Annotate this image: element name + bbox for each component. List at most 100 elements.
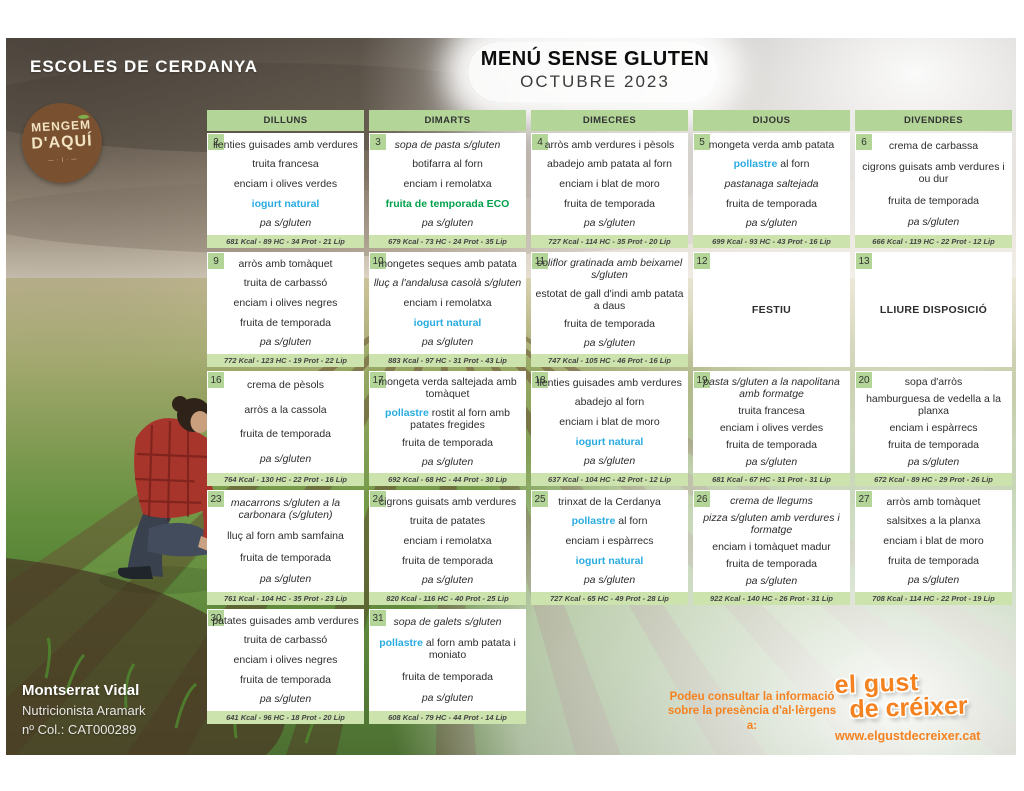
menu-item: patates guisades amb verdures [212,614,359,627]
menu-item: enciam i blat de moro [883,534,984,547]
menu-cell-day-5: 5 mongeta verda amb patata pollastre al fo… [693,133,850,248]
nutrition-bar: 672 Kcal - 89 HC - 29 Prot - 26 Lip [855,473,1012,486]
day-number: 30 [208,610,224,626]
menu-items: arròs amb verdures i pèsols abadejo amb p… [535,135,684,233]
menu-item: fruita de temporada [401,670,494,683]
calendar-grid: 2 llenties guisades amb verdures truita fr… [207,133,1012,724]
nutrition-bar: 692 Kcal - 68 HC - 44 Prot - 30 Lip [369,473,526,486]
nutrition-bar: 727 Kcal - 114 HC - 35 Prot - 20 Lip [531,235,688,248]
menu-item: fruita de temporada [239,551,332,564]
brand-block: el gust de créixer www.elgustdecreixer.c… [834,668,1015,743]
menu-cell-day-13: 13 LLIURE DISPOSICIÓ [855,252,1012,367]
menu-items: sopa d'arròs hamburguesa de vedella a la … [859,373,1008,471]
menu-item: iogurt natural [413,316,482,329]
nutritionist-name: Montserrat Vidal [22,682,140,699]
menu-item: pasta s/gluten a la napolitana amb forma… [703,375,840,400]
nutritionist-credits: Montserrat Vidal Nutricionista Aramark n… [22,682,146,737]
menu-item: enciam i tomàquet madur [712,541,831,553]
menu-cell-day-26: 26 crema de llegums pizza s/gluten amb ver… [693,490,850,605]
menu-items: llenties guisades amb verdures truita fra… [211,135,360,233]
day-number: 12 [694,253,710,269]
day-number: 20 [856,372,872,388]
menu-item: sopa de galets s/gluten [393,615,502,628]
menu-item: fruita de temporada [239,428,332,441]
menu-items: llenties guisades amb verdures abadejo al… [535,373,684,471]
menu-cell-day-30: 30 patates guisades amb verdures truita de… [207,609,364,724]
nutrition-bar: 608 Kcal - 79 HC - 44 Prot - 14 Lip [369,711,526,724]
menu-item: pa s/gluten [421,336,474,349]
menu-item: iogurt natural [251,197,320,210]
nutrition-bar: 883 Kcal - 97 HC - 31 Prot - 43 Lip [369,354,526,367]
nutrition-bar: 764 Kcal - 130 HC - 22 Prot - 16 Lip [207,473,364,486]
menu-item: fruita de temporada [725,439,818,452]
menu-item: fruita de temporada [887,194,980,207]
menu-items: macarrons s/gluten a la carbonara (s/glu… [211,492,360,590]
menu-cell-day-25: 25 trinxat de la Cerdanya pollastre al for… [531,490,688,605]
menu-item: abadejo al forn [574,396,645,409]
menu-cell-day-10: 10 mongetes seques amb patata lluç a l'and… [369,252,526,367]
menu-item: pizza s/gluten amb verdures i formatge [703,511,840,536]
menu-item: llenties guisades amb verdures [537,376,682,389]
menu-item: mongeta verda amb patata [708,138,835,151]
menu-cell-day-18: 18 llenties guisades amb verdures abadejo … [531,371,688,486]
brand-logo-line2: de créixer [848,691,969,724]
menu-item: cigrons guisats amb verdures [378,495,517,508]
title-panel [468,42,718,102]
nutrition-bar: 727 Kcal - 65 HC - 49 Prot - 28 Lip [531,592,688,605]
menu-cell-day-2: 2 llenties guisades amb verdures truita fr… [207,133,364,248]
menu-item: macarrons s/gluten a la carbonara (s/glu… [230,496,341,521]
menu-item: pa s/gluten [259,217,312,230]
menu-item: hamburguesa de vedella a la planxa [866,392,1001,417]
menu-item: pa s/gluten [421,574,474,587]
menu-item: pa s/gluten [583,455,636,468]
menu-item: sopa d'arròs [904,375,963,388]
menu-item: crema de llegums [730,494,813,507]
day-number: 25 [532,491,548,507]
menu-item: pa s/gluten [745,456,798,469]
menu-item: fruita de temporada [563,197,656,210]
day-number: 27 [856,491,872,507]
menu-cell-day-12: 12 FESTIU [693,252,850,367]
menu-items: mongeta verda saltejada amb tomàquet poll… [373,373,522,471]
menu-item: enciam i olives verdes [719,422,824,434]
day-number: 9 [208,253,224,269]
menu-item: fruita de temporada [887,439,980,452]
menu-item: trinxat de la Cerdanya [558,495,661,508]
menu-item: truita francesa [252,158,319,171]
weekday-header-divendres: DIVENDRES [855,110,1012,131]
nutrition-bar: 681 Kcal - 67 HC - 31 Prot - 31 Lip [693,473,850,486]
menu-item: fruita de temporada [563,318,656,331]
logo-line2: D'AQUÍ [30,132,94,153]
menu-item: coliflor gratinada amb beixamel s/gluten [536,257,683,282]
menu-items: arròs amb tomàquet truita de carbassó enci… [211,254,360,352]
menu-item: truita de carbassó [243,634,328,647]
menu-items: mongetes seques amb patata lluç a l'andal… [373,254,522,352]
menu-item: cigrons guisats amb verdures i ou dur [862,161,1005,186]
menu-items: mongeta verda amb patata pollastre al for… [697,135,846,233]
menu-items: arròs amb tomàquet salsitxes a la planxa e… [859,492,1008,590]
day-number: 4 [532,134,548,150]
menu-cell-day-16: 16 crema de pèsols arròs a la cassola fruit… [207,371,364,486]
school-title: ESCOLES DE CERDANYA [30,57,259,76]
menu-item: sopa de pasta s/gluten [394,138,501,151]
menu-items: crema de pèsols arròs a la cassola fruita … [211,373,360,471]
menu-item: arròs amb tomàquet [238,257,333,270]
menu-item: pa s/gluten [583,574,636,587]
menu-item: lluç a l'andalusa casolà s/gluten [373,277,522,290]
menu-item: enciam i olives verdes [233,177,338,190]
menu-item: fruita de temporada [239,316,332,329]
menu-item: pa s/gluten [259,573,312,586]
menu-cell-day-23: 23 macarrons s/gluten a la carbonara (s/g… [207,490,364,605]
menu-item: iogurt natural [575,435,644,448]
menu-cell-day-6: 6 crema de carbassa cigrons guisats amb ve… [855,133,1012,248]
menu-items: patates guisades amb verdures truita de c… [211,611,360,709]
nutrition-bar: 708 Kcal - 114 HC - 22 Prot - 19 Lip [855,592,1012,605]
menu-item: arròs a la cassola [244,403,327,416]
menu-items: pasta s/gluten a la napolitana amb forma… [697,373,846,471]
nutritionist-role: Nutricionista Aramark [22,703,146,718]
logo-tagline: — · | · — [48,156,78,164]
menu-items: trinxat de la Cerdanya pollastre al forn e… [535,492,684,590]
menu-item: fruita de temporada [239,673,332,686]
